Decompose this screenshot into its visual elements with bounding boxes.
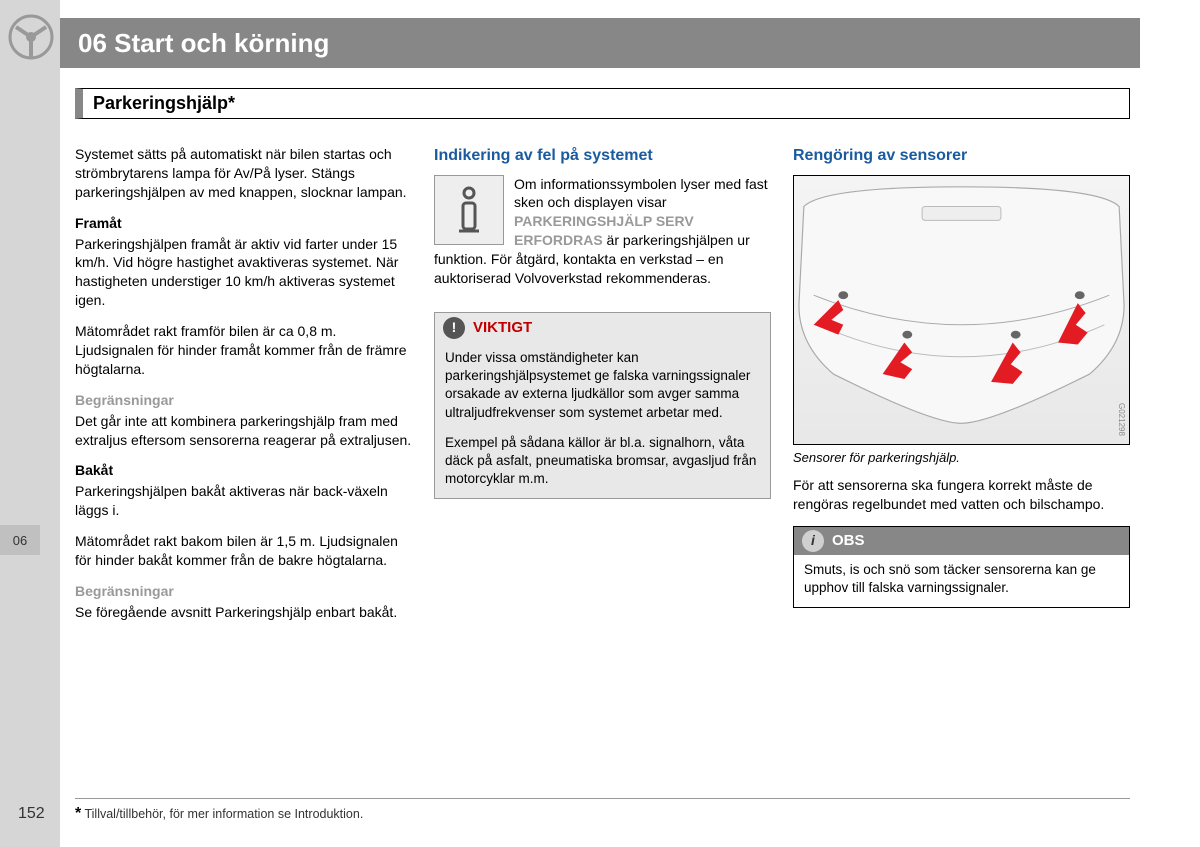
heading-bakat: Bakåt — [75, 461, 412, 480]
footnote: * Tillval/tillbehör, för mer information… — [75, 805, 363, 823]
viktigt-title: VIKTIGT — [473, 318, 532, 338]
begr1-p: Det går inte att kombinera parkeringshjä… — [75, 412, 412, 450]
chapter-header: 06 Start och körning — [60, 18, 1140, 68]
column-3: Rengöring av sensorer — [793, 145, 1130, 634]
steering-wheel-icon — [8, 14, 54, 60]
sidebar — [0, 0, 60, 847]
intro-paragraph: Systemet sätts på automatiskt när bilen … — [75, 145, 412, 202]
rengoring-p: För att sensorerna ska fungera korrekt m… — [793, 476, 1130, 514]
column-1: Systemet sätts på automatiskt när bilen … — [75, 145, 412, 634]
info-symbol-icon — [434, 175, 504, 245]
viktigt-body: Under vissa omständigheter kan parkering… — [435, 343, 770, 499]
framat-p2: Mätområdet rakt framför bilen är ca 0,8 … — [75, 322, 412, 379]
footer-divider — [75, 798, 1130, 799]
obs-callout: i OBS Smuts, is och snö som täcker senso… — [793, 526, 1130, 608]
chapter-title: 06 Start och körning — [78, 28, 329, 59]
heading-rengoring: Rengöring av sensorer — [793, 145, 1130, 167]
sensor-illustration: G021298 — [793, 175, 1130, 445]
content-columns: Systemet sätts på automatiskt när bilen … — [75, 145, 1130, 634]
column-2: Indikering av fel på systemet Om informa… — [434, 145, 771, 634]
bakat-p2: Mätområdet rakt bakom bilen är 1,5 m. Lj… — [75, 532, 412, 570]
heading-begransningar-2: Begränsningar — [75, 582, 412, 601]
image-code: G021298 — [1115, 403, 1126, 436]
exclamation-icon: ! — [443, 317, 465, 339]
section-title-box: Parkeringshjälp* — [75, 88, 1130, 119]
heading-indikering: Indikering av fel på systemet — [434, 145, 771, 167]
sidebar-chapter-tab: 06 — [0, 525, 40, 555]
info-icon: i — [802, 530, 824, 552]
viktigt-callout: ! VIKTIGT Under vissa omständigheter kan… — [434, 312, 771, 500]
illustration-caption: Sensorer för parkeringshjälp. — [793, 449, 1130, 467]
heading-framat: Framåt — [75, 214, 412, 233]
ind-text-pre: Om informationssymbolen lyser med fast s… — [514, 176, 768, 211]
obs-body: Smuts, is och snö som täcker sensorerna … — [794, 555, 1129, 607]
section-title: Parkeringshjälp* — [93, 93, 235, 113]
viktigt-p2: Exempel på sådana källor är bl.a. signal… — [445, 434, 760, 489]
framat-p1: Parkeringshjälpen framåt är aktiv vid fa… — [75, 235, 412, 311]
obs-title: OBS — [832, 531, 865, 551]
page-number: 152 — [18, 805, 45, 823]
obs-header: i OBS — [794, 527, 1129, 555]
viktigt-p1: Under vissa omständigheter kan parkering… — [445, 349, 760, 422]
heading-begransningar-1: Begränsningar — [75, 391, 412, 410]
indikering-block: Om informationssymbolen lyser med fast s… — [434, 175, 771, 288]
begr2-p: Se föregående avsnitt Parkeringshjälp en… — [75, 603, 412, 622]
footnote-text: Tillval/tillbehör, för mer information s… — [81, 807, 363, 821]
bakat-p1: Parkeringshjälpen bakåt aktiveras när ba… — [75, 482, 412, 520]
viktigt-header: ! VIKTIGT — [435, 313, 770, 343]
